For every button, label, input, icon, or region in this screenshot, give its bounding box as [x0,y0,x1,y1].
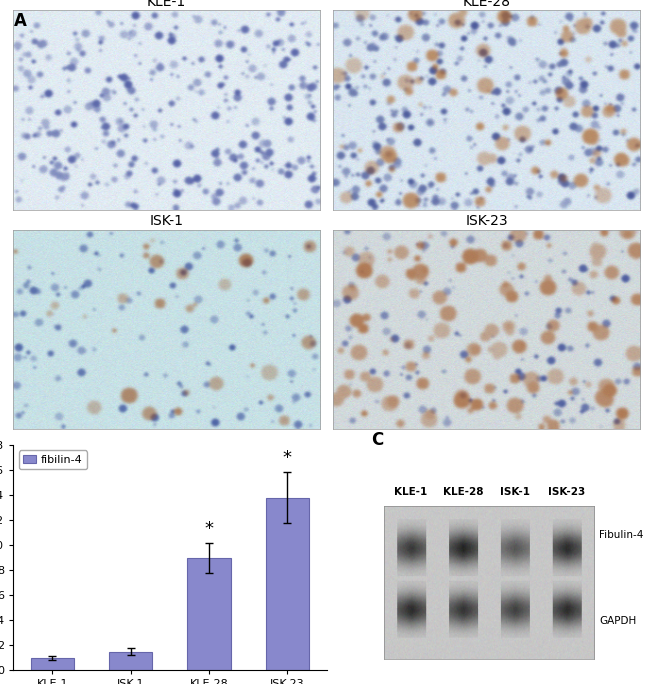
Text: ISK-23: ISK-23 [548,487,586,497]
Title: ISK-23: ISK-23 [465,214,508,228]
Title: ISK-1: ISK-1 [150,214,184,228]
Bar [266,497,309,670]
Text: ISK-1: ISK-1 [500,487,530,497]
Text: KLE-1: KLE-1 [395,487,428,497]
Text: KLE-28: KLE-28 [443,487,483,497]
Title: KLE-1: KLE-1 [147,0,187,9]
Bar [109,652,152,670]
Text: *: * [205,520,213,538]
Legend: fibilin-4: fibilin-4 [19,451,87,469]
Bar [31,658,73,670]
Text: *: * [283,449,292,467]
Text: C: C [370,432,383,449]
Text: A: A [14,12,27,29]
Text: GAPDH: GAPDH [599,616,636,626]
Title: KLE-28: KLE-28 [463,0,510,9]
Text: Fibulin-4: Fibulin-4 [599,530,644,540]
Bar [187,557,231,670]
